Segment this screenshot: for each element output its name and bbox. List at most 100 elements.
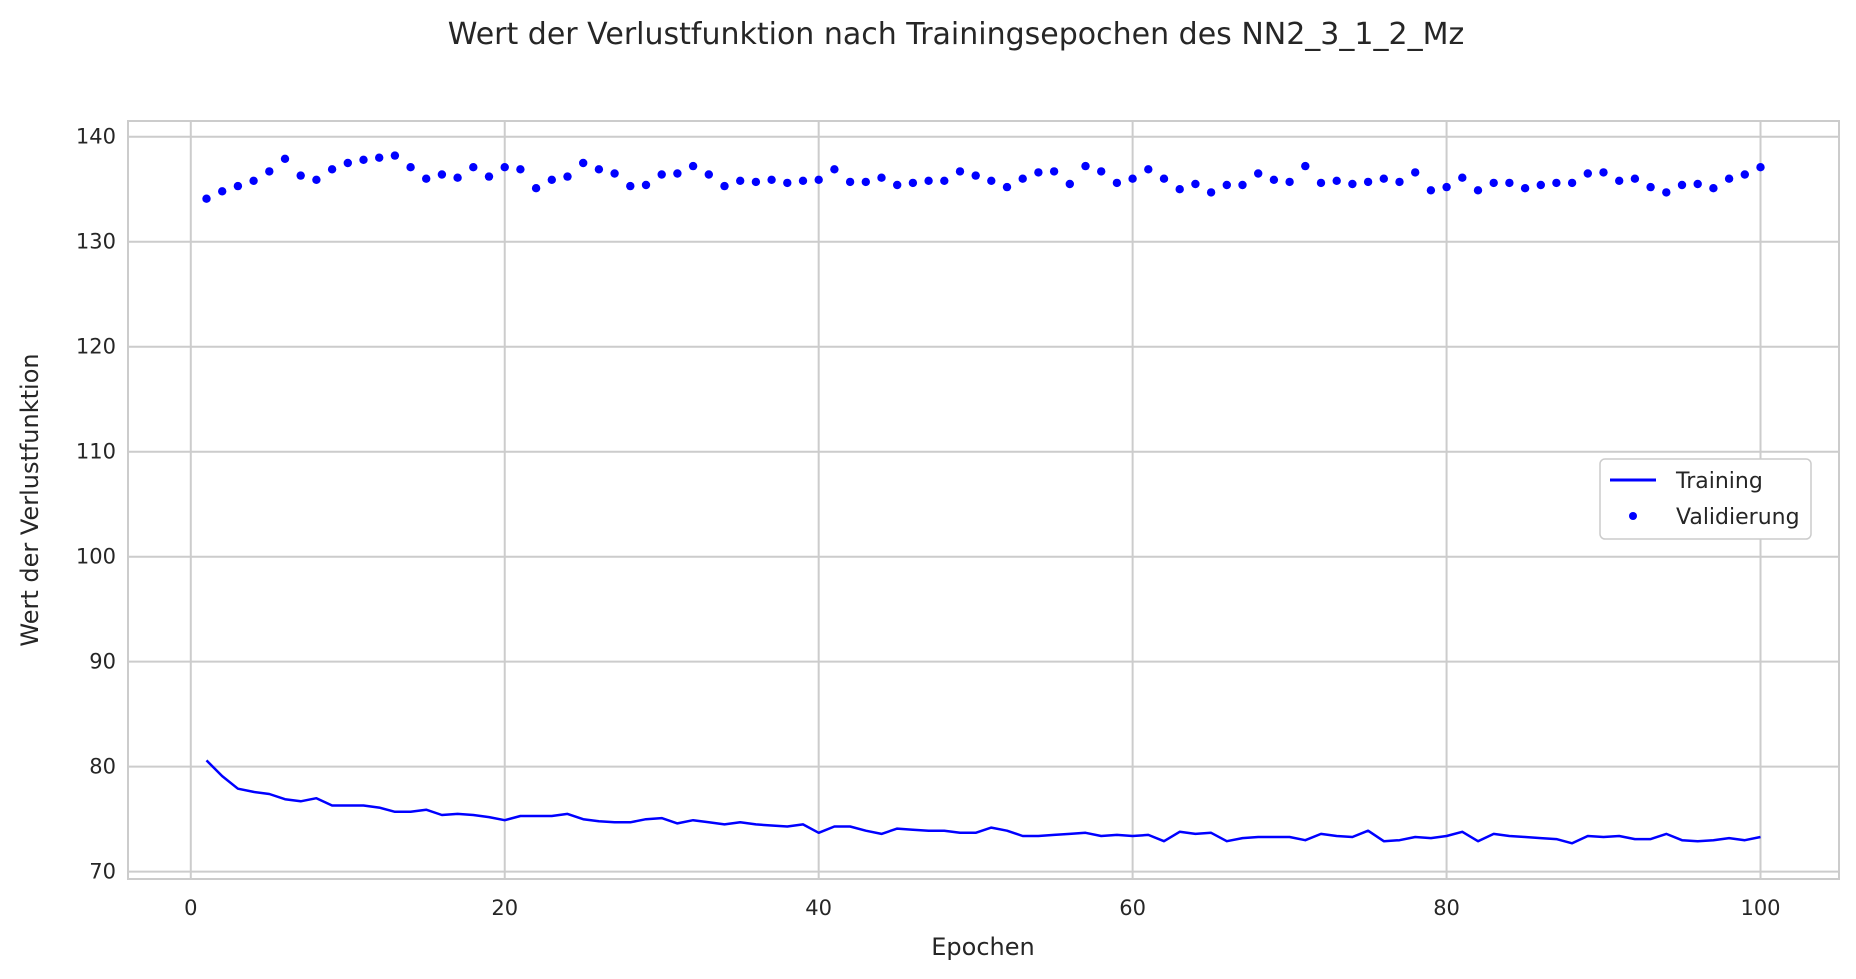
plot-area-frame	[127, 120, 1840, 880]
validation-point	[296, 171, 305, 180]
validation-point	[1191, 179, 1200, 189]
validation-point	[908, 178, 918, 188]
validation-point	[327, 165, 337, 174]
validation-point	[1269, 175, 1279, 184]
y-tick-label: 70	[89, 860, 116, 884]
validation-point	[1222, 180, 1232, 190]
validation-point	[1756, 163, 1765, 172]
validation-point	[751, 177, 761, 187]
validation-point	[861, 177, 870, 187]
validation-point	[280, 154, 290, 163]
y-tick-label: 100	[76, 545, 116, 569]
legend-training-label: Training	[1675, 469, 1763, 494]
validation-point	[1489, 178, 1498, 188]
validation-point	[1709, 184, 1718, 193]
validation-point	[484, 172, 494, 181]
validation-point	[720, 181, 729, 191]
legend: Training Validierung	[1599, 458, 1812, 540]
validation-point	[453, 173, 462, 182]
validation-point	[1567, 178, 1577, 188]
validation-point	[1505, 178, 1514, 188]
validation-point	[1128, 174, 1137, 183]
validation-point	[343, 158, 352, 168]
validation-point	[845, 177, 855, 187]
y-tick-label: 140	[76, 125, 116, 149]
validation-point	[1630, 174, 1640, 183]
validation-point	[971, 171, 980, 180]
validation-point	[1144, 165, 1153, 174]
validation-point	[1662, 188, 1671, 197]
validation-point	[767, 175, 776, 184]
validation-point	[233, 181, 243, 191]
validation-point	[500, 163, 509, 172]
validation-point	[673, 169, 682, 178]
validation-point	[1677, 180, 1687, 190]
validation-point	[1049, 167, 1059, 176]
validation-point	[1034, 168, 1043, 177]
validation-point	[610, 169, 619, 178]
validation-point	[1442, 182, 1451, 192]
validation-point	[924, 176, 933, 185]
validation-point	[1693, 179, 1702, 189]
validation-point	[1520, 184, 1530, 193]
validation-point	[202, 194, 211, 203]
legend-validation-dot-icon	[1629, 512, 1637, 520]
validation-point	[1206, 188, 1216, 197]
validation-point	[1411, 168, 1420, 177]
validation-point	[1552, 178, 1561, 188]
validation-point	[798, 176, 808, 185]
validation-point	[1238, 180, 1247, 190]
validation-point	[1536, 180, 1546, 190]
grid	[128, 121, 1839, 879]
chart-title: Wert der Verlustfunktion nach Trainingse…	[448, 17, 1464, 52]
validation-point	[249, 176, 258, 185]
validation-point	[657, 170, 666, 179]
validation-point	[1473, 186, 1483, 195]
validation-point	[265, 167, 274, 176]
y-axis-ticks: 70 80 90 100 110 120 130 140	[76, 125, 116, 884]
validation-point	[1348, 179, 1357, 189]
legend-validation-label: Validierung	[1676, 505, 1800, 530]
validation-point	[1112, 178, 1122, 188]
validation-point	[877, 173, 886, 182]
validation-point	[1426, 186, 1436, 195]
validation-point	[1395, 177, 1404, 187]
validation-point	[1097, 167, 1106, 176]
validation-point	[1316, 178, 1326, 188]
validation-point	[1002, 182, 1012, 192]
validation-point	[783, 178, 792, 188]
y-tick-label: 110	[76, 440, 116, 464]
validation-point	[312, 175, 321, 184]
validation-point	[1081, 161, 1090, 171]
y-tick-label: 90	[89, 650, 116, 674]
x-tick-label: 60	[1119, 896, 1146, 920]
validation-point	[579, 158, 588, 168]
validation-point	[437, 170, 447, 179]
x-tick-label: 100	[1740, 896, 1780, 920]
validation-point	[830, 165, 839, 174]
validation-point	[1285, 177, 1294, 187]
validation-point	[1599, 168, 1608, 177]
validation-point	[1458, 173, 1467, 182]
validation-point	[1065, 179, 1075, 189]
validation-point	[1379, 174, 1389, 183]
validation-point	[1301, 161, 1310, 171]
validation-point	[1646, 182, 1655, 192]
validation-point	[704, 170, 713, 179]
validation-point	[516, 165, 525, 174]
y-tick-label: 80	[89, 755, 116, 779]
x-tick-label: 40	[805, 896, 832, 920]
validation-point	[955, 167, 965, 176]
x-axis-label: Epochen	[931, 933, 1034, 961]
validation-point	[987, 176, 996, 185]
validation-point	[736, 176, 745, 185]
validation-point	[390, 151, 400, 160]
validation-point	[422, 174, 431, 183]
validation-point	[547, 175, 556, 184]
series	[202, 151, 1765, 845]
validation-point	[469, 163, 478, 172]
validation-point	[375, 153, 384, 162]
validation-point	[1363, 177, 1373, 187]
validation-point	[688, 161, 698, 171]
